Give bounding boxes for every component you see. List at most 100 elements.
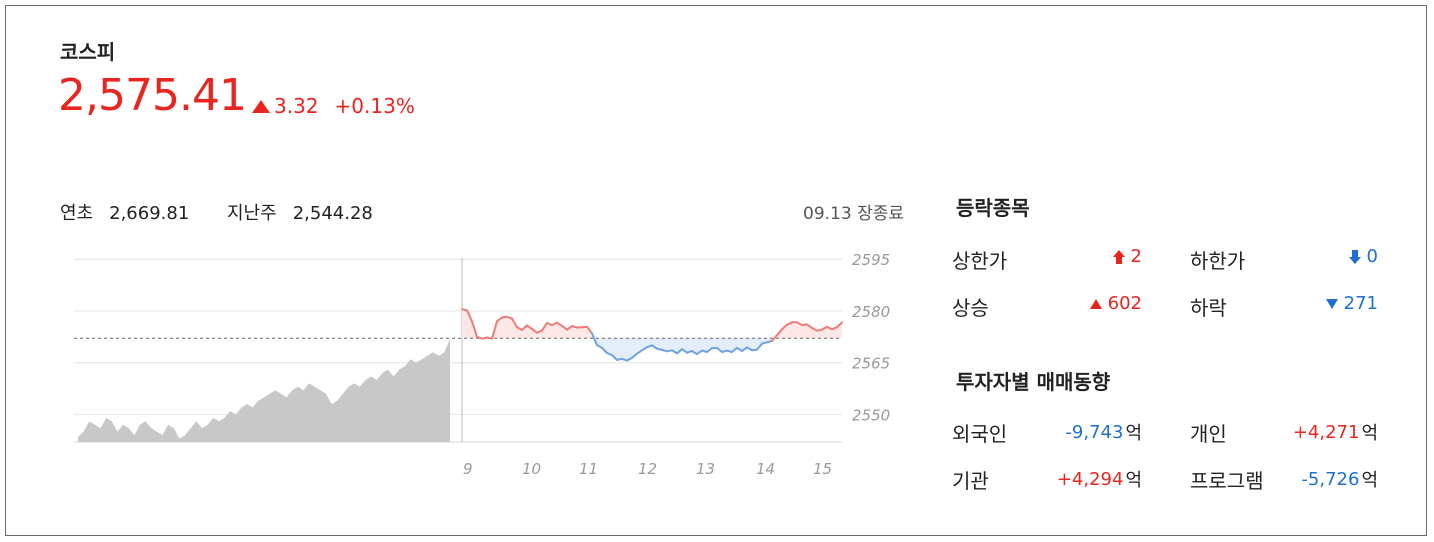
intraday-up-line (491, 320, 498, 340)
x-tick-label: 12 (638, 460, 657, 478)
intraday-down-fill (607, 338, 612, 356)
intraday-down-fill (602, 338, 607, 353)
intraday-down-fill (702, 338, 707, 352)
kospi-card: 코스피 2,575.41 3.32 +0.13% 연초 2,669.81 지난주 2… (5, 5, 1427, 536)
investors-title[interactable]: 투자자별 매매동향 (956, 370, 1111, 394)
intraday-up-fill (497, 317, 502, 339)
foreign-amount: -9,743 (1065, 421, 1124, 443)
intraday-down-line (756, 342, 763, 351)
limit-up-value: 2 (1046, 246, 1142, 267)
intraday-down-fill (632, 338, 637, 358)
rise-value: 602 (1046, 293, 1142, 314)
rise-label: 상승 (952, 296, 989, 320)
lastweek-value: 2,544.28 (292, 203, 373, 224)
intraday-up-fill (557, 322, 562, 339)
intraday-up-line (806, 323, 813, 329)
history-area (78, 338, 450, 442)
intraday-up-fill (792, 322, 797, 339)
intraday-down-fill (622, 338, 627, 361)
index-value: 2,575.41 (58, 70, 247, 121)
x-tick-label: 9 (463, 460, 473, 478)
intraday-up-fill (802, 324, 807, 339)
unit-label: 억 (1125, 423, 1142, 444)
intraday-up-line (521, 324, 528, 331)
intraday-down-fill (667, 338, 672, 352)
intraday-up-line (541, 322, 548, 332)
y-tick-label: 2565 (852, 355, 890, 373)
intraday-down-line (676, 348, 683, 355)
lastweek-label: 지난주 (227, 203, 277, 224)
intraday-up-fill (507, 316, 512, 339)
intraday-down-fill (617, 338, 622, 360)
institution-value: +4,294 억 (1006, 466, 1142, 492)
program-amount: -5,726 (1301, 468, 1360, 490)
intraday-down-line (591, 332, 598, 347)
foreign-label: 외국인 (952, 422, 1008, 446)
unit-label: 억 (1361, 470, 1378, 491)
intraday-down-fill (687, 338, 692, 353)
intraday-up-fill (512, 318, 517, 339)
intraday-up-fill (582, 326, 587, 339)
intraday-up-line (836, 321, 843, 329)
ytd-info: 연초 2,669.81 (60, 199, 189, 225)
intraday-down-line (731, 346, 738, 353)
down-triangle-icon (1325, 298, 1338, 309)
intraday-up-line (471, 320, 478, 338)
bold-down-arrow-icon (1348, 249, 1361, 264)
intraday-up-fill (787, 322, 792, 339)
x-tick-label: 10 (522, 460, 541, 478)
intraday-down-line (696, 349, 703, 356)
intraday-up-fill (462, 309, 467, 339)
intraday-up-line (776, 328, 783, 337)
program-label: 프로그램 (1190, 469, 1264, 493)
intraday-down-line (716, 346, 723, 353)
intraday-up-fill (467, 310, 472, 339)
intraday-down-line (611, 354, 618, 361)
intraday-up-fill (522, 325, 527, 339)
intraday-down-fill (692, 338, 697, 355)
index-chart[interactable]: 2595 2580 2565 2550 9 10 11 12 13 14 15 (66, 242, 926, 487)
intraday-up-line (466, 309, 473, 323)
individual-value: +4,271 억 (1242, 419, 1378, 445)
up-triangle-icon (252, 99, 270, 113)
limit-down-label: 하한가 (1190, 249, 1246, 273)
x-tick-label: 11 (579, 460, 598, 478)
lastweek-info: 지난주 2,544.28 (227, 199, 373, 225)
individual-label: 개인 (1190, 422, 1227, 446)
program-value: -5,726 억 (1242, 466, 1378, 492)
institution-amount: +4,294 (1056, 468, 1124, 490)
intraday-down-fill (712, 338, 717, 349)
limit-up-count: 2 (1130, 246, 1142, 267)
up-triangle-icon (1089, 298, 1102, 309)
intraday-down-fill (612, 338, 617, 360)
intraday-down-fill (637, 338, 642, 354)
y-tick-label: 2550 (852, 406, 890, 424)
index-change: 3.32 +0.13% (252, 94, 415, 118)
intraday-up-line (586, 325, 593, 335)
ytd-label: 연초 (60, 203, 94, 224)
intraday-down-line (601, 346, 608, 354)
fall-value: 271 (1282, 293, 1378, 314)
intraday-up-fill (552, 322, 557, 339)
y-tick-label: 2595 (852, 251, 890, 269)
x-tick-label: 14 (756, 460, 775, 478)
intraday-up-line (566, 325, 573, 331)
intraday-down-line (681, 348, 688, 354)
intraday-down-fill (752, 338, 757, 351)
bold-up-arrow-icon (1112, 249, 1125, 264)
unit-label: 억 (1361, 423, 1378, 444)
intraday-up-fill (502, 316, 507, 339)
intraday-up-fill (817, 329, 822, 339)
foreign-value: -9,743 억 (1006, 419, 1142, 445)
intraday-down-fill (672, 338, 677, 354)
intraday-up-line (526, 324, 533, 330)
intraday-down-fill (722, 338, 727, 352)
intraday-up-fill (797, 322, 802, 339)
intraday-up-line (496, 316, 503, 323)
y-tick-label: 2580 (852, 303, 890, 321)
intraday-down-line (741, 346, 748, 352)
intraday-up-fill (542, 323, 547, 339)
index-change-rate: +0.13% (334, 94, 415, 118)
index-name[interactable]: 코스피 (60, 40, 116, 64)
intraday-down-fill (697, 338, 702, 355)
